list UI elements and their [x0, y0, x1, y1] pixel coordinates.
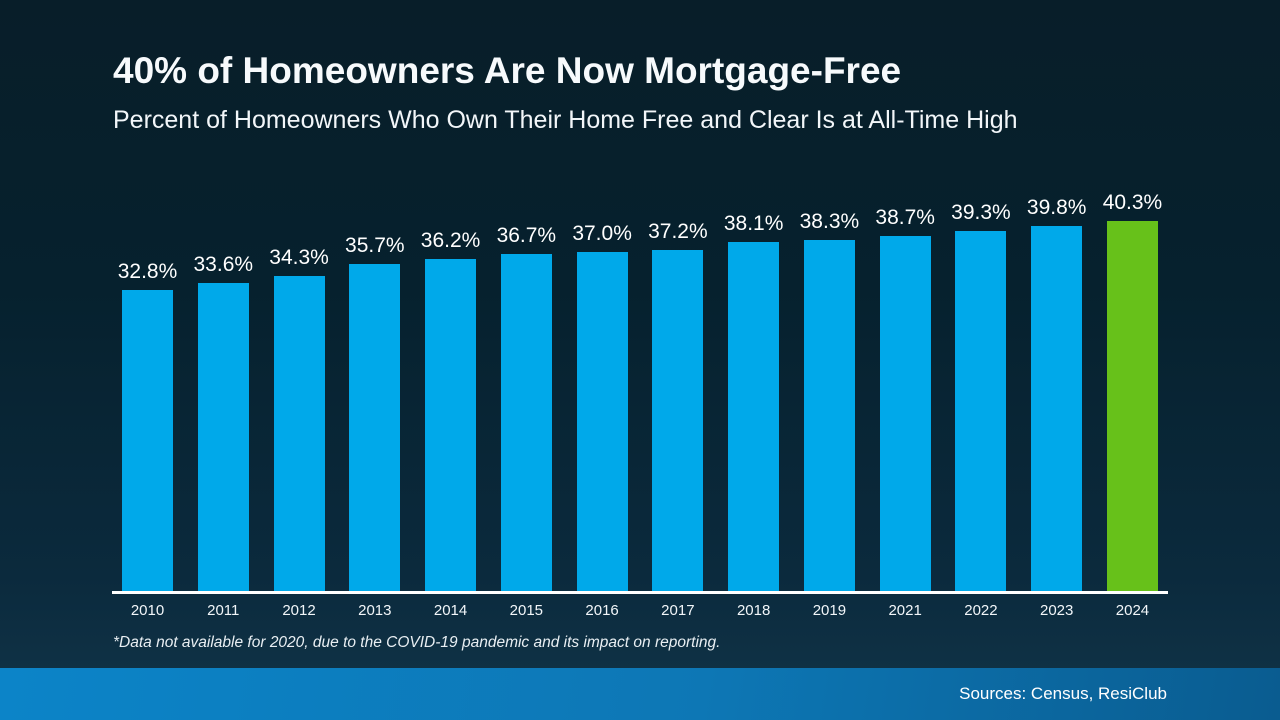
x-axis-label-2024: 2024: [1115, 602, 1150, 619]
bar-2011: [197, 283, 249, 591]
bar-value-label-2010: 32.8%: [117, 260, 178, 283]
bar-value-label-2011: 33.6%: [193, 253, 254, 276]
footer-bar: Sources: Census, ResiClub: [0, 668, 1280, 720]
x-axis-line: [112, 591, 1168, 594]
bar-value-label-2018: 38.1%: [723, 212, 784, 235]
bar-2019: [803, 240, 855, 591]
bar-2022: [955, 231, 1007, 591]
bar-2015: [500, 254, 552, 591]
bar-column-2011: 33.6%: [194, 253, 253, 591]
bar-2021: [879, 236, 931, 591]
x-axis-label-2011: 2011: [207, 602, 240, 619]
bar-column-2022: 39.3%: [951, 201, 1011, 591]
bar-column-2012: 34.3%: [269, 246, 329, 591]
bar-value-label-2019: 38.3%: [799, 210, 860, 233]
bar-chart: 32.8% 33.6% 34.3% 35.7% 36.2% 36.7% 37.0% 37.2%…: [112, 186, 1168, 619]
x-axis-label-2021: 2021: [888, 602, 922, 619]
bar-value-label-2012: 34.3%: [269, 246, 329, 269]
bar-column-2016: 37.0%: [572, 222, 632, 591]
x-axis-label-2017: 2017: [661, 602, 695, 619]
bar-column-2010: 32.8%: [118, 260, 177, 591]
x-axis-label-2015: 2015: [509, 602, 544, 619]
bar-column-2019: 38.3%: [800, 210, 859, 591]
x-axis-label-2010: 2010: [130, 602, 165, 619]
x-axis-label-2023: 2023: [1040, 602, 1074, 619]
bar-value-label-2016: 37.0%: [572, 222, 632, 245]
bar-value-label-2013: 35.7%: [345, 234, 405, 257]
x-axis-label-2012: 2012: [282, 602, 316, 619]
bar-column-2013: 35.7%: [345, 234, 405, 591]
bar-value-label-2014: 36.2%: [420, 229, 481, 252]
x-axis-label-2016: 2016: [585, 602, 619, 619]
bar-2010: [122, 290, 173, 591]
chart-subtitle: Percent of Homeowners Who Own Their Home…: [113, 106, 1018, 134]
bar-column-2017: 37.2%: [648, 220, 708, 591]
bar-value-label-2021: 38.7%: [875, 206, 935, 229]
bar-value-label-2015: 36.7%: [496, 224, 557, 247]
bar-2024: [1106, 221, 1158, 591]
bar-value-label-2022: 39.3%: [951, 201, 1011, 224]
bars-row: 32.8% 33.6% 34.3% 35.7% 36.2% 36.7% 37.0% 37.2%…: [112, 186, 1168, 591]
bar-2018: [728, 242, 780, 591]
bar-value-label-2017: 37.2%: [648, 220, 708, 243]
bar-column-2021: 38.7%: [875, 206, 935, 591]
x-axis-label-2018: 2018: [736, 602, 771, 619]
bar-2023: [1031, 226, 1083, 591]
bar-2013: [349, 264, 401, 591]
x-axis-label-2014: 2014: [433, 602, 468, 619]
x-axis-label-2013: 2013: [358, 602, 392, 619]
bar-2012: [273, 276, 325, 591]
bar-column-2023: 39.8%: [1027, 196, 1086, 591]
source-text: Sources: Census, ResiClub: [959, 684, 1167, 703]
bar-2017: [652, 250, 704, 591]
x-axis-label-2019: 2019: [812, 602, 847, 619]
bar-2016: [576, 252, 628, 591]
footnote: *Data not available for 2020, due to the…: [113, 634, 721, 651]
bar-column-2024: 40.3%: [1103, 191, 1162, 591]
bar-column-2015: 36.7%: [497, 224, 556, 591]
chart-title: 40% of Homeowners Are Now Mortgage-Free: [113, 50, 902, 91]
x-axis-label-2022: 2022: [964, 602, 998, 619]
bar-column-2014: 36.2%: [421, 229, 480, 591]
bar-value-label-2024: 40.3%: [1102, 191, 1163, 214]
x-axis-labels: 2010 2011 2012 2013 2014 2015 2016 2017 2018 2019…: [112, 602, 1168, 619]
bar-value-label-2023: 39.8%: [1026, 196, 1087, 219]
bar-2014: [425, 259, 477, 591]
bar-column-2018: 38.1%: [724, 212, 783, 591]
